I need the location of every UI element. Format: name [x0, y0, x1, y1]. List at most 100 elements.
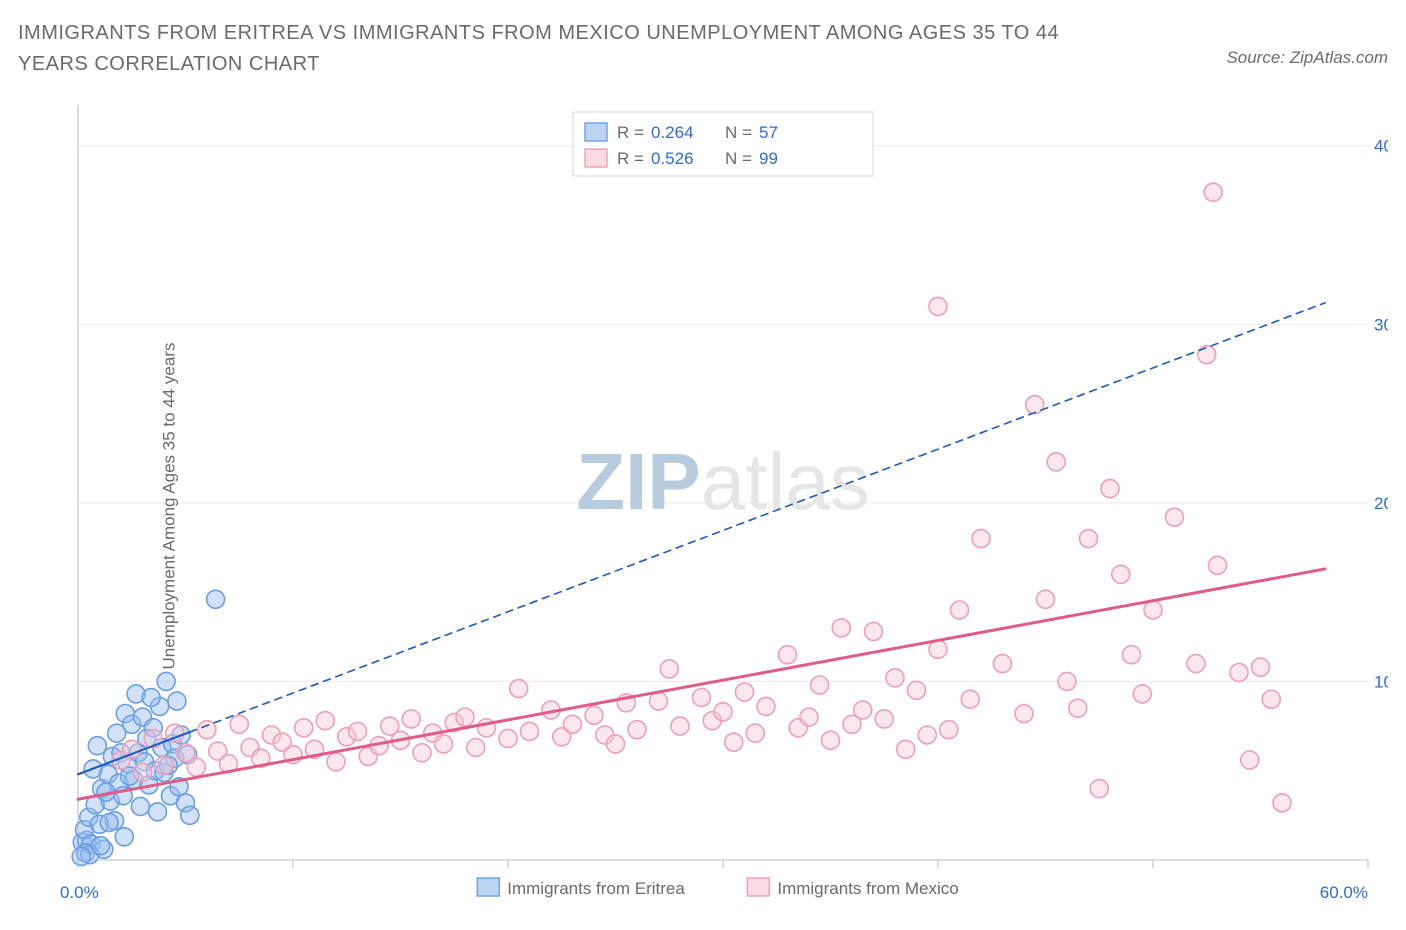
scatter-point: [1204, 183, 1222, 201]
scatter-point: [607, 735, 625, 753]
scatter-point: [660, 660, 678, 678]
legend-label: Immigrants from Mexico: [777, 879, 958, 898]
scatter-point: [1273, 794, 1291, 812]
scatter-point: [1209, 556, 1227, 574]
scatter-point: [800, 708, 818, 726]
scatter-point: [100, 814, 118, 832]
scatter-point: [327, 753, 345, 771]
legend-label: Immigrants from Eritrea: [507, 879, 685, 898]
scatter-point: [456, 708, 474, 726]
scatter-point: [207, 590, 225, 608]
scatter-point: [1047, 453, 1065, 471]
scatter-point: [435, 735, 453, 753]
scatter-point: [134, 764, 152, 782]
scatter-point: [510, 680, 528, 698]
scatter-point: [1080, 530, 1098, 548]
scatter-point: [811, 676, 829, 694]
scatter-point: [628, 721, 646, 739]
scatter-point: [92, 837, 110, 855]
svg-text:N =: N =: [725, 149, 752, 168]
scatter-point: [1144, 601, 1162, 619]
scatter-point: [115, 828, 133, 846]
scatter-point: [994, 655, 1012, 673]
source-label: Source: ZipAtlas.com: [1226, 48, 1388, 68]
scatter-point: [671, 717, 689, 735]
scatter-point: [88, 737, 106, 755]
scatter-point: [521, 722, 539, 740]
scatter-point: [1133, 685, 1151, 703]
scatter-point: [961, 690, 979, 708]
legend-swatch: [747, 878, 769, 896]
scatter-point: [316, 712, 334, 730]
scatter-point: [499, 730, 517, 748]
scatter-point: [1069, 699, 1087, 717]
scatter-point: [1123, 646, 1141, 664]
scatter-point: [131, 797, 149, 815]
svg-text:20.0%: 20.0%: [1374, 494, 1388, 513]
scatter-chart: 10.0% 20.0% 30.0% 40.0% 0.0% 60.0% ZIPatlas R =…: [18, 100, 1388, 912]
scatter-point: [918, 726, 936, 744]
scatter-point: [746, 724, 764, 742]
scatter-point: [564, 715, 582, 733]
scatter-point: [1166, 508, 1184, 526]
scatter-point: [650, 692, 668, 710]
scatter-point: [897, 740, 915, 758]
scatter-point: [714, 703, 732, 721]
scatter-point: [157, 672, 175, 690]
scatter-point: [832, 619, 850, 637]
header-row: IMMIGRANTS FROM ERITREA VS IMMIGRANTS FR…: [18, 18, 1388, 80]
scatter-point: [142, 689, 160, 707]
scatter-point: [72, 847, 90, 865]
scatter-point: [1090, 780, 1108, 798]
chart-title: IMMIGRANTS FROM ERITREA VS IMMIGRANTS FR…: [18, 18, 1128, 80]
scatter-point: [854, 701, 872, 719]
scatter-point: [467, 739, 485, 757]
scatter-point: [1252, 658, 1270, 676]
scatter-point: [951, 601, 969, 619]
scatter-point: [1015, 705, 1033, 723]
scatter-point: [875, 710, 893, 728]
scatter-point: [1198, 346, 1216, 364]
scatter-point: [1187, 655, 1205, 673]
svg-text:N =: N =: [725, 123, 752, 142]
scatter-point: [1230, 664, 1248, 682]
scatter-point: [1112, 565, 1130, 583]
scatter-point: [155, 756, 173, 774]
r-value: 0.526: [651, 149, 694, 168]
scatter-point: [1037, 590, 1055, 608]
scatter-point: [585, 706, 603, 724]
svg-text:10.0%: 10.0%: [1374, 672, 1388, 691]
scatter-point: [725, 733, 743, 751]
n-value: 57: [759, 123, 778, 142]
scatter-point: [187, 758, 205, 776]
svg-text:ZIPatlas: ZIPatlas: [576, 437, 869, 526]
scatter-point: [908, 681, 926, 699]
scatter-point: [149, 803, 167, 821]
scatter-point: [1241, 751, 1259, 769]
scatter-point: [822, 731, 840, 749]
scatter-point: [929, 297, 947, 315]
svg-text:0.0%: 0.0%: [60, 883, 99, 902]
scatter-point: [1262, 690, 1280, 708]
scatter-point: [779, 646, 797, 664]
scatter-point: [413, 744, 431, 762]
scatter-point: [886, 669, 904, 687]
scatter-point: [865, 622, 883, 640]
scatter-point: [1101, 480, 1119, 498]
scatter-point: [230, 715, 248, 733]
svg-text:R =: R =: [617, 123, 644, 142]
legend-swatch: [585, 123, 607, 141]
scatter-point: [349, 722, 367, 740]
scatter-point: [736, 683, 754, 701]
scatter-point: [402, 710, 420, 728]
scatter-point: [693, 689, 711, 707]
scatter-point: [295, 719, 313, 737]
chart-container: Unemployment Among Ages 35 to 44 years 1…: [18, 100, 1388, 912]
scatter-point: [181, 806, 199, 824]
trend-line: [78, 569, 1325, 799]
legend-swatch: [585, 149, 607, 167]
svg-text:40.0%: 40.0%: [1374, 137, 1388, 156]
svg-text:60.0%: 60.0%: [1320, 883, 1368, 902]
legend-swatch: [477, 878, 499, 896]
svg-text:30.0%: 30.0%: [1374, 315, 1388, 334]
